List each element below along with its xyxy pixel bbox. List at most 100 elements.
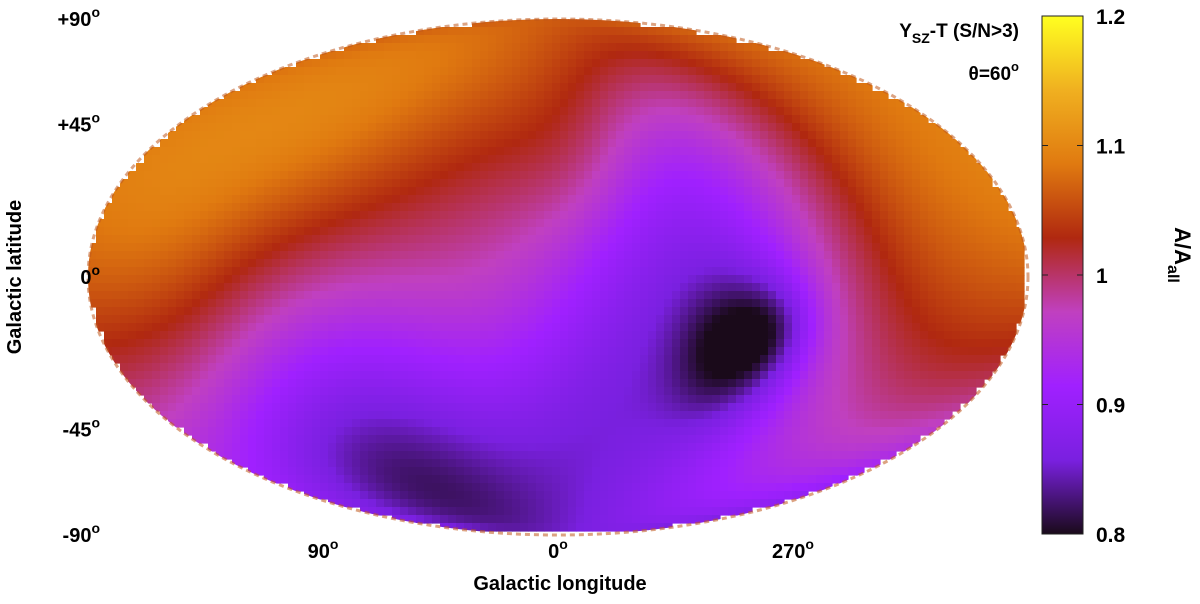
heatmap-cell <box>688 115 697 124</box>
heatmap-cell <box>344 331 353 340</box>
heatmap-cell <box>496 387 505 396</box>
heatmap-cell <box>888 323 897 332</box>
heatmap-cell <box>440 291 449 300</box>
heatmap-cell <box>304 299 313 308</box>
heatmap-cell <box>808 307 817 316</box>
heatmap-cell <box>456 387 465 396</box>
heatmap-cell <box>880 195 889 204</box>
heatmap-cell <box>872 395 881 404</box>
heatmap-cell <box>712 115 721 124</box>
heatmap-cell <box>312 99 321 108</box>
heatmap-cell <box>968 347 977 356</box>
heatmap-cell <box>344 363 353 372</box>
heatmap-cell <box>744 283 753 292</box>
heatmap-cell <box>520 115 529 124</box>
heatmap-cell <box>392 235 401 244</box>
heatmap-cell <box>960 235 969 244</box>
heatmap-cell <box>464 75 473 84</box>
heatmap-cell <box>392 67 401 76</box>
heatmap-cell <box>240 355 249 364</box>
heatmap-cell <box>680 131 689 140</box>
heatmap-cell <box>424 379 433 388</box>
heatmap-cell <box>848 371 857 380</box>
heatmap-cell <box>856 203 865 212</box>
heatmap-cell <box>912 195 921 204</box>
heatmap-cell <box>768 283 777 292</box>
heatmap-cell <box>448 171 457 180</box>
heatmap-cell <box>864 187 873 196</box>
heatmap-cell <box>256 403 265 412</box>
heatmap-cell <box>928 291 937 300</box>
heatmap-cell <box>912 267 921 276</box>
heatmap-cell <box>240 419 249 428</box>
heatmap-cell <box>648 59 657 68</box>
heatmap-cell <box>808 371 817 380</box>
heatmap-cell <box>368 91 377 100</box>
heatmap-cell <box>752 315 761 324</box>
heatmap-cell <box>160 395 169 404</box>
heatmap-cell <box>760 275 769 284</box>
heatmap-cell <box>848 411 857 420</box>
heatmap-cell <box>152 195 161 204</box>
heatmap-cell <box>632 283 641 292</box>
heatmap-cell <box>176 171 185 180</box>
heatmap-cell <box>624 147 633 156</box>
heatmap-cell <box>648 75 657 84</box>
heatmap-cell <box>360 147 369 156</box>
heatmap-cell <box>344 419 353 428</box>
heatmap-cell <box>496 371 505 380</box>
heatmap-cell <box>328 299 337 308</box>
heatmap-cell <box>880 227 889 236</box>
heatmap-cell <box>856 83 865 92</box>
heatmap-cell <box>496 243 505 252</box>
heatmap-cell <box>408 139 417 148</box>
heatmap-cell <box>664 139 673 148</box>
heatmap-cell <box>976 219 985 228</box>
heatmap-cell <box>664 171 673 180</box>
heatmap-cell <box>944 163 953 172</box>
heatmap-cell <box>912 291 921 300</box>
heatmap-cell <box>616 395 625 404</box>
heatmap-cell <box>224 403 233 412</box>
heatmap-cell <box>240 315 249 324</box>
heatmap-cell <box>624 307 633 316</box>
heatmap-cell <box>344 411 353 420</box>
heatmap-cell <box>256 355 265 364</box>
heatmap-cell <box>160 251 169 260</box>
heatmap-cell <box>448 75 457 84</box>
heatmap-cell <box>584 203 593 212</box>
heatmap-cell <box>280 323 289 332</box>
heatmap-cell <box>128 379 137 388</box>
heatmap-cell <box>176 275 185 284</box>
heatmap-cell <box>680 211 689 220</box>
heatmap-cell <box>448 67 457 76</box>
heatmap-cell <box>800 219 809 228</box>
heatmap-cell <box>688 275 697 284</box>
heatmap-cell <box>704 179 713 188</box>
heatmap-cell <box>376 179 385 188</box>
heatmap-cell <box>400 339 409 348</box>
heatmap-cell <box>976 275 985 284</box>
heatmap-cell <box>280 147 289 156</box>
heatmap-cell <box>584 179 593 188</box>
heatmap-cell <box>536 163 545 172</box>
heatmap-cell <box>552 211 561 220</box>
heatmap-cell <box>112 331 121 340</box>
heatmap-cell <box>512 235 521 244</box>
heatmap-cell <box>120 203 129 212</box>
heatmap-cell <box>376 315 385 324</box>
heatmap-cell <box>168 163 177 172</box>
heatmap-cell <box>232 171 241 180</box>
heatmap-cell <box>840 307 849 316</box>
heatmap-cell <box>728 307 737 316</box>
heatmap-cell <box>688 267 697 276</box>
heatmap-cell <box>456 299 465 308</box>
heatmap-cell <box>720 163 729 172</box>
heatmap-cell <box>704 347 713 356</box>
heatmap-cell <box>656 411 665 420</box>
heatmap-cell <box>112 299 121 308</box>
heatmap-cell <box>200 323 209 332</box>
heatmap-cell <box>432 43 441 52</box>
heatmap-cell <box>696 99 705 108</box>
heatmap-cell <box>624 107 633 116</box>
